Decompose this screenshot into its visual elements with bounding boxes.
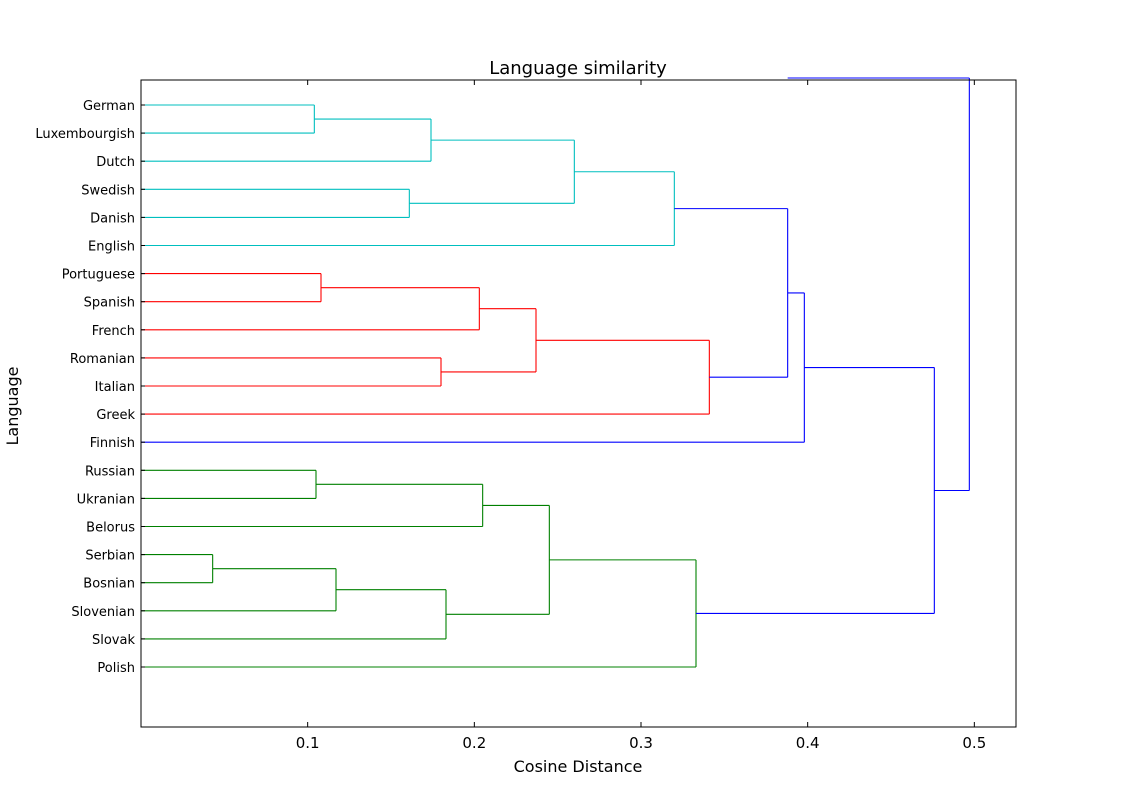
leaf-label-ukranian: Ukranian [77,492,135,507]
leaf-label-bosnian: Bosnian [83,577,135,592]
x-axis-title: Cosine Distance [514,757,643,776]
leaf-label-slovak: Slovak [92,633,135,648]
chart-title: Language similarity [489,58,667,79]
x-tick-label-1: 0.2 [462,734,486,752]
x-tick-label-2: 0.3 [629,734,653,752]
leaf-label-portuguese: Portuguese [62,268,135,283]
leaf-label-serbian: Serbian [85,549,135,564]
leaf-label-french: French [92,324,135,339]
leaf-label-german: German [83,99,135,114]
leaf-label-dutch: Dutch [96,155,135,170]
plot-area-frame [140,79,1017,728]
leaf-label-luxembourgish: Luxembourgish [35,127,135,142]
leaf-label-belorus: Belorus [86,521,135,536]
leaf-label-finnish: Finnish [90,436,135,451]
x-tick-label-3: 0.4 [796,734,820,752]
leaf-label-danish: Danish [90,211,135,226]
leaf-label-greek: Greek [96,408,135,423]
x-tick-label-4: 0.5 [962,734,986,752]
x-tick-label-0: 0.1 [296,734,320,752]
leaf-label-slovenian: Slovenian [71,605,135,620]
x-axis-ticks: 0.1 0.2 0.3 0.4 0.5 [296,80,986,752]
leaf-label-polish: Polish [97,661,135,676]
leaf-labels: German Luxembourgish Dutch Swedish Danish Eng… [35,99,145,676]
leaf-label-spanish: Spanish [84,296,135,311]
y-axis-title: Language [3,367,22,446]
dendrogram-branches [141,77,970,668]
leaf-label-english: English [88,240,135,255]
leaf-label-italian: Italian [95,380,135,395]
leaf-label-russian: Russian [85,464,135,479]
leaf-label-romanian: Romanian [70,352,135,367]
leaf-label-swedish: Swedish [81,183,135,198]
